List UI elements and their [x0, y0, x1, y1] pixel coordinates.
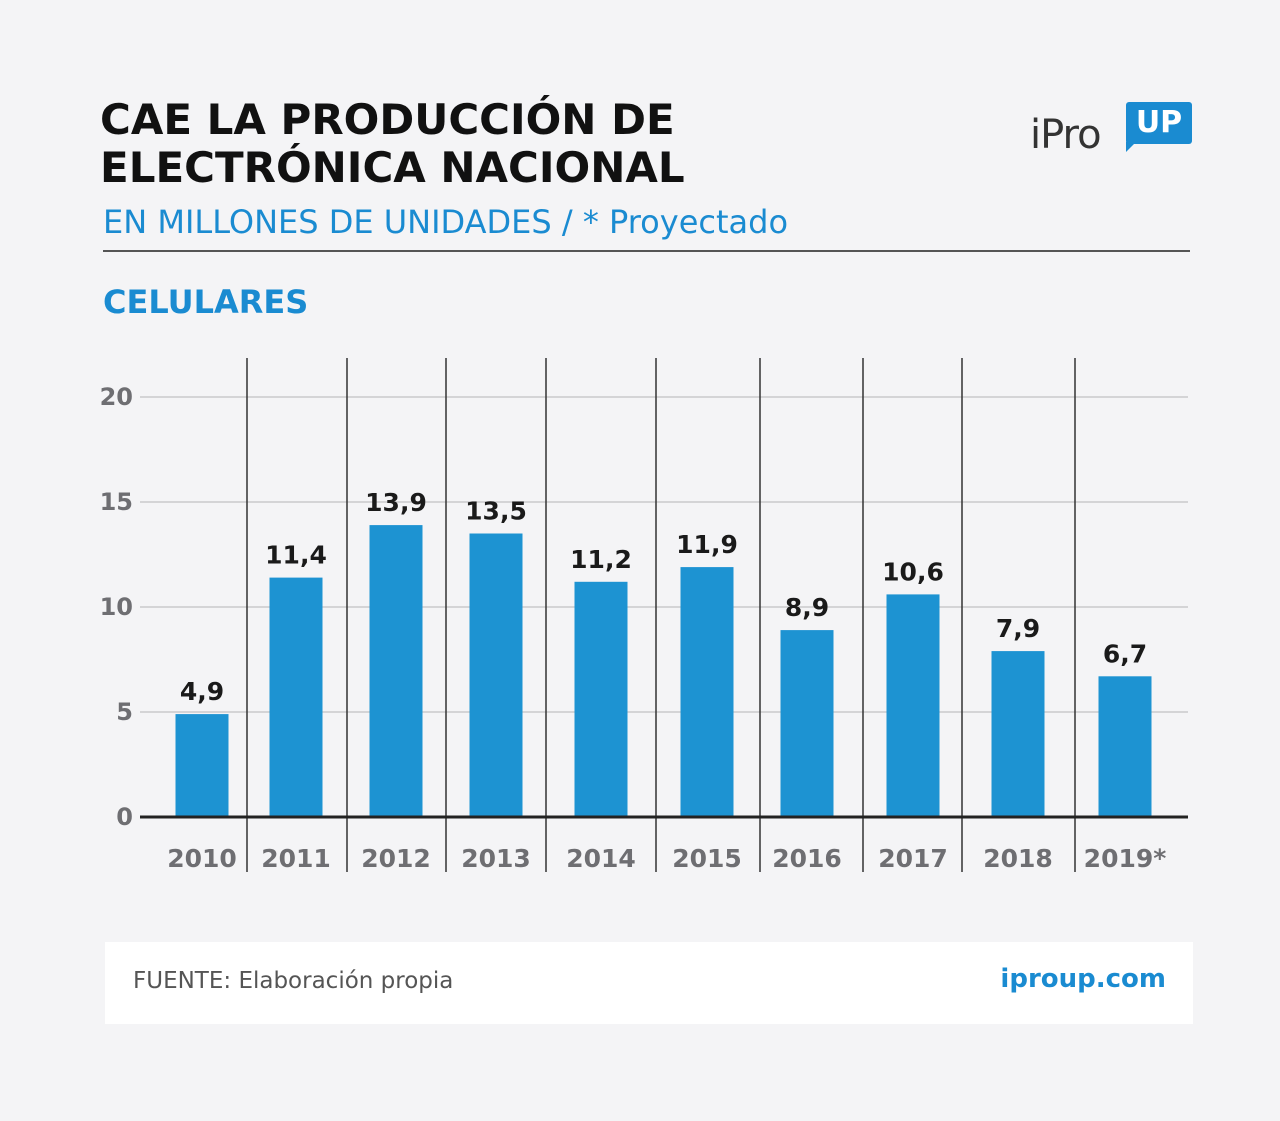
bar-value-label: 6,7	[1103, 639, 1147, 668]
bar	[574, 581, 628, 817]
chart-subtitle: EN MILLONES DE UNIDADES / * Proyectado	[103, 203, 789, 241]
iproup-logo: iPro UP	[1030, 100, 1195, 160]
site-link[interactable]: iproup.com	[1000, 964, 1166, 994]
bar	[369, 525, 423, 817]
bar	[991, 651, 1045, 817]
bar-value-label: 4,9	[180, 677, 224, 706]
chart-title-line-2: ELECTRÓNICA NACIONAL	[100, 143, 685, 192]
x-tick-label: 2014	[566, 844, 636, 873]
bar-chart: 0 5 10 15 20 4,9 2010 11,4 2011 13,9 2012 13,5 2013 1…	[100, 358, 1188, 873]
x-tick-label: 2012	[361, 844, 431, 873]
bar-value-label: 8,9	[785, 593, 829, 622]
bar-value-label: 11,4	[265, 541, 327, 570]
logo-wordmark: iPro	[1030, 112, 1102, 158]
bar	[886, 594, 940, 817]
y-tick-label: 15	[100, 488, 133, 516]
x-tick-label: 2017	[878, 844, 948, 873]
bar	[175, 714, 229, 817]
source-note: FUENTE: Elaboración propia	[133, 968, 454, 994]
bar	[469, 533, 523, 817]
logo-badge: UP	[1126, 102, 1192, 144]
chart-title-line-1: CAE LA PRODUCCIÓN DE	[100, 95, 675, 144]
x-tick-label: 2010	[167, 844, 237, 873]
bar-value-label: 11,2	[570, 545, 632, 574]
logo-badge-tail-icon	[1126, 142, 1136, 152]
bar-value-label: 13,9	[365, 488, 427, 517]
footer-bar: FUENTE: Elaboración propia iproup.com	[105, 942, 1193, 1024]
x-tick-label: 2015	[672, 844, 742, 873]
x-tick-label: 2018	[983, 844, 1053, 873]
y-tick-label: 0	[116, 803, 133, 831]
x-tick-label: 2016	[772, 844, 842, 873]
x-tick-label: 2013	[461, 844, 531, 873]
bar	[780, 630, 834, 817]
bar-value-label: 11,9	[676, 530, 738, 559]
y-tick-label: 5	[116, 698, 133, 726]
y-tick-label: 10	[100, 593, 133, 621]
chart-title: CAE LA PRODUCCIÓN DE ELECTRÓNICA NACIONA…	[100, 96, 685, 192]
x-tick-label: 2019*	[1084, 844, 1167, 873]
bar-value-label: 7,9	[996, 614, 1040, 643]
header-divider	[103, 250, 1190, 252]
bar-value-label: 10,6	[882, 557, 944, 586]
y-tick-label: 20	[100, 383, 133, 411]
bar	[269, 577, 323, 817]
section-heading: CELULARES	[103, 283, 309, 321]
bar	[680, 567, 734, 817]
x-tick-label: 2011	[261, 844, 331, 873]
bar	[1098, 676, 1152, 817]
bar-value-label: 13,5	[465, 497, 527, 526]
